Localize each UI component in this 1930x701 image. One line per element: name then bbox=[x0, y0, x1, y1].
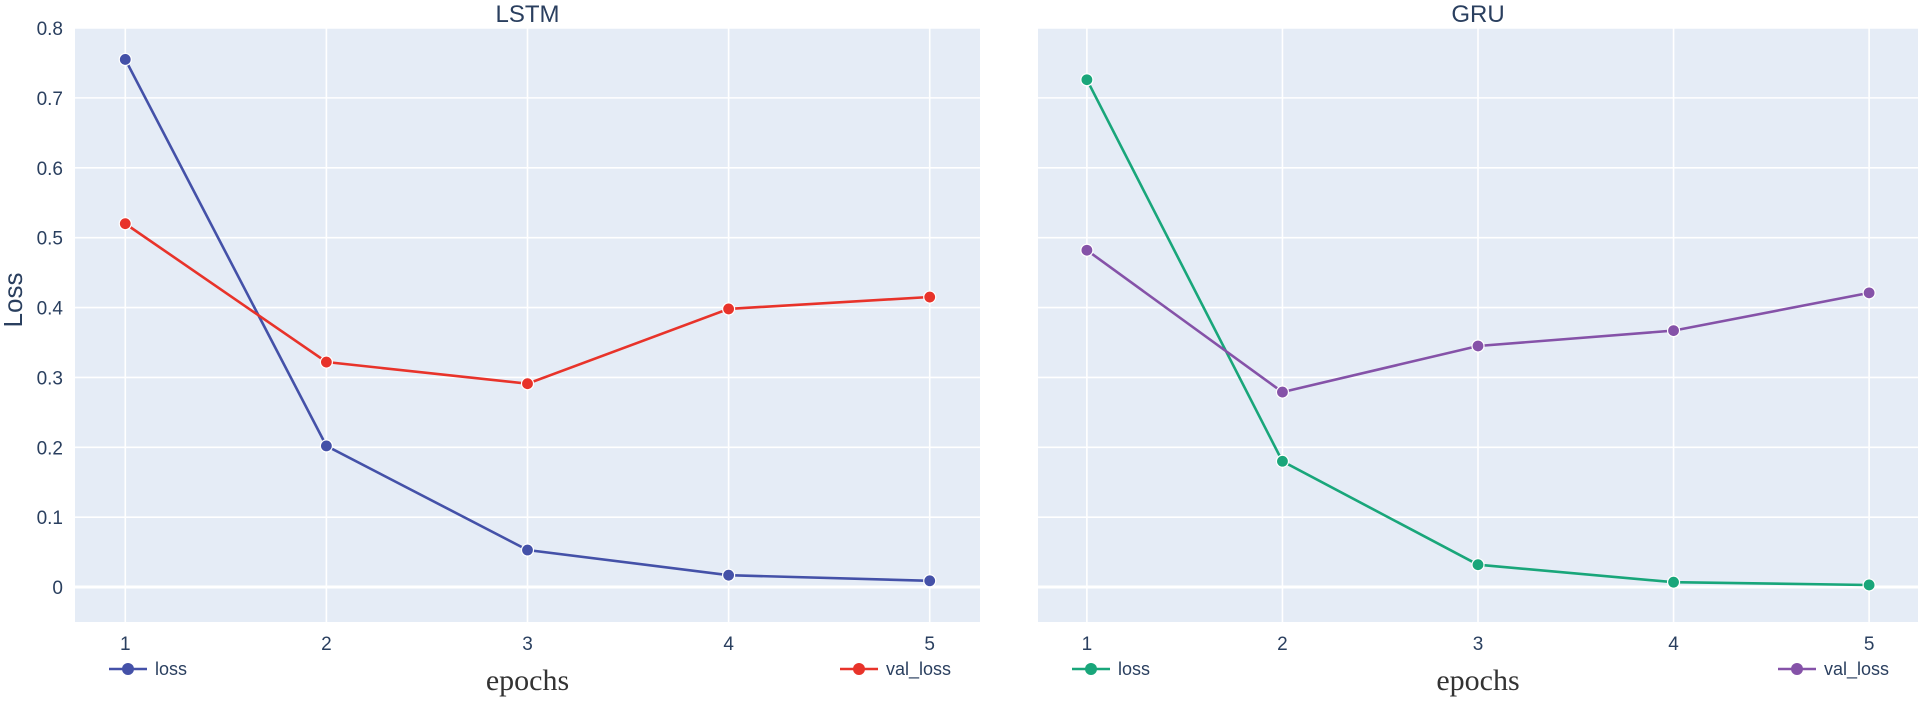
lstm-legend-val-loss-swatch-marker bbox=[853, 663, 865, 675]
lstm-x-axis-label: epochs bbox=[486, 664, 569, 697]
gru-x-tick-label: 2 bbox=[1277, 634, 1288, 655]
lstm-legend-val-loss-label: val_loss bbox=[886, 659, 951, 680]
lstm-y-tick-label: 0.7 bbox=[37, 89, 63, 110]
lstm-y-tick-label: 0 bbox=[52, 578, 63, 599]
gru-x-tick-label: 5 bbox=[1864, 634, 1875, 655]
gru-loss-point bbox=[1471, 558, 1485, 572]
lstm-x-tick-label: 2 bbox=[321, 634, 332, 655]
lstm-y-tick-label: 0.5 bbox=[37, 229, 63, 250]
lstm-y-tick-label: 0.4 bbox=[37, 299, 64, 320]
gru-loss-point bbox=[1666, 575, 1681, 589]
lstm-panel: 0 0.1 0.2 0.3 0.4 0.5 0.6 0.7 0.8 1 2 3 4 5 LSTM epochs… bbox=[37, 1, 980, 697]
lstm-val-loss-point bbox=[319, 355, 333, 369]
lstm-y-tick-label: 0.6 bbox=[37, 159, 63, 180]
lstm-y-tick-label: 0.8 bbox=[37, 19, 63, 40]
lstm-y-tick-label: 0.3 bbox=[37, 368, 63, 389]
lstm-val-loss-point bbox=[118, 217, 132, 231]
lstm-loss-point bbox=[319, 439, 333, 453]
gru-loss-point bbox=[1862, 578, 1876, 592]
gru-val-loss-point bbox=[1275, 385, 1290, 399]
lstm-loss-point bbox=[520, 543, 535, 557]
lstm-x-tick-label: 5 bbox=[924, 634, 935, 655]
lstm-y-tick-label: 0.2 bbox=[37, 438, 63, 459]
y-axis-label: Loss bbox=[0, 273, 28, 328]
gru-val-loss-point bbox=[1862, 286, 1876, 300]
lstm-x-tick-label: 1 bbox=[120, 634, 131, 655]
gru-legend-loss-swatch-marker bbox=[1085, 663, 1097, 675]
gru-panel: 1 2 3 4 5 GRU epochs loss val_loss bbox=[1038, 1, 1918, 697]
lstm-legend: loss val_loss bbox=[109, 659, 951, 680]
lstm-loss-point bbox=[722, 568, 736, 582]
lstm-val-loss-point bbox=[923, 290, 937, 304]
lstm-x-tick-label: 4 bbox=[723, 634, 734, 655]
gru-legend: loss val_loss bbox=[1072, 659, 1889, 680]
lstm-loss-point bbox=[118, 52, 132, 67]
lstm-y-tick-label: 0.1 bbox=[37, 508, 63, 529]
gru-val-loss-point bbox=[1080, 243, 1094, 257]
gru-legend-val-loss-label: val_loss bbox=[1824, 659, 1889, 680]
lstm-val-loss-point bbox=[520, 377, 535, 391]
gru-x-tick-label: 3 bbox=[1473, 634, 1484, 655]
gru-x-tick-label: 1 bbox=[1082, 634, 1093, 655]
lstm-loss-point bbox=[923, 574, 937, 588]
lstm-x-tick-label: 3 bbox=[522, 634, 533, 655]
gru-x-axis-label: epochs bbox=[1436, 664, 1519, 697]
lstm-legend-loss-swatch-marker bbox=[122, 663, 134, 675]
lstm-title: LSTM bbox=[495, 1, 559, 28]
gru-loss-point bbox=[1080, 73, 1094, 87]
gru-val-loss-point bbox=[1471, 339, 1485, 353]
lstm-val-loss-point bbox=[722, 302, 736, 316]
gru-val-loss-point bbox=[1666, 323, 1681, 338]
gru-legend-loss-label: loss bbox=[1118, 659, 1150, 679]
gru-loss-point bbox=[1275, 454, 1290, 468]
gru-title: GRU bbox=[1451, 1, 1504, 28]
gru-legend-val-loss-swatch-marker bbox=[1791, 663, 1803, 675]
gru-x-tick-label: 4 bbox=[1668, 634, 1679, 655]
lstm-legend-loss-label: loss bbox=[155, 659, 187, 679]
